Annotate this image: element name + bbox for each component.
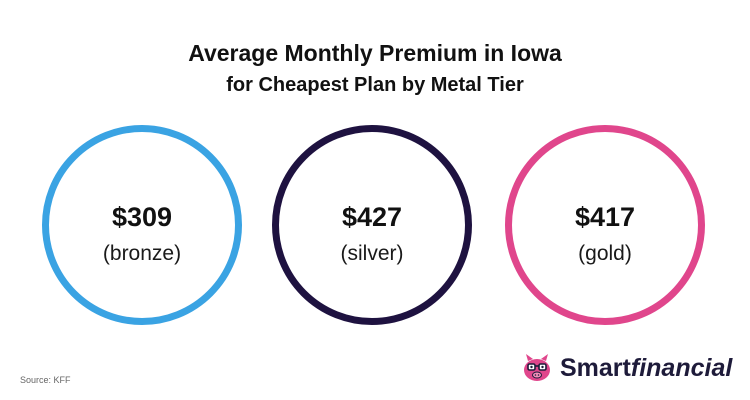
silver-premium-value: $427 [341,202,403,232]
brand-financial: financial [630,353,733,382]
silver-tier-circle: $427 (silver) [272,125,472,325]
chart-subtitle: for Cheapest Plan by Metal Tier [226,74,524,96]
bronze-premium-value: $309 [111,202,173,232]
bronze-tier-label: (bronze) [102,242,182,265]
smartfinancial-wordmark: Smartfinancial [560,353,733,382]
brand-smart: Smart [560,353,631,382]
gold-tier-circle: $417 (gold) [505,125,705,325]
chart-title: Average Monthly Premium in Iowa [188,40,562,66]
source-note: Source: KFF [20,375,71,385]
piggy-bank-with-glasses-icon [520,351,554,385]
gold-tier-label: (gold) [578,242,632,265]
smartfinancial-logo: Smartfinancial [520,350,732,386]
gold-premium-value: $417 [574,202,636,232]
silver-tier-label: (silver) [340,242,404,265]
bronze-tier-circle: $309 (bronze) [42,125,242,325]
